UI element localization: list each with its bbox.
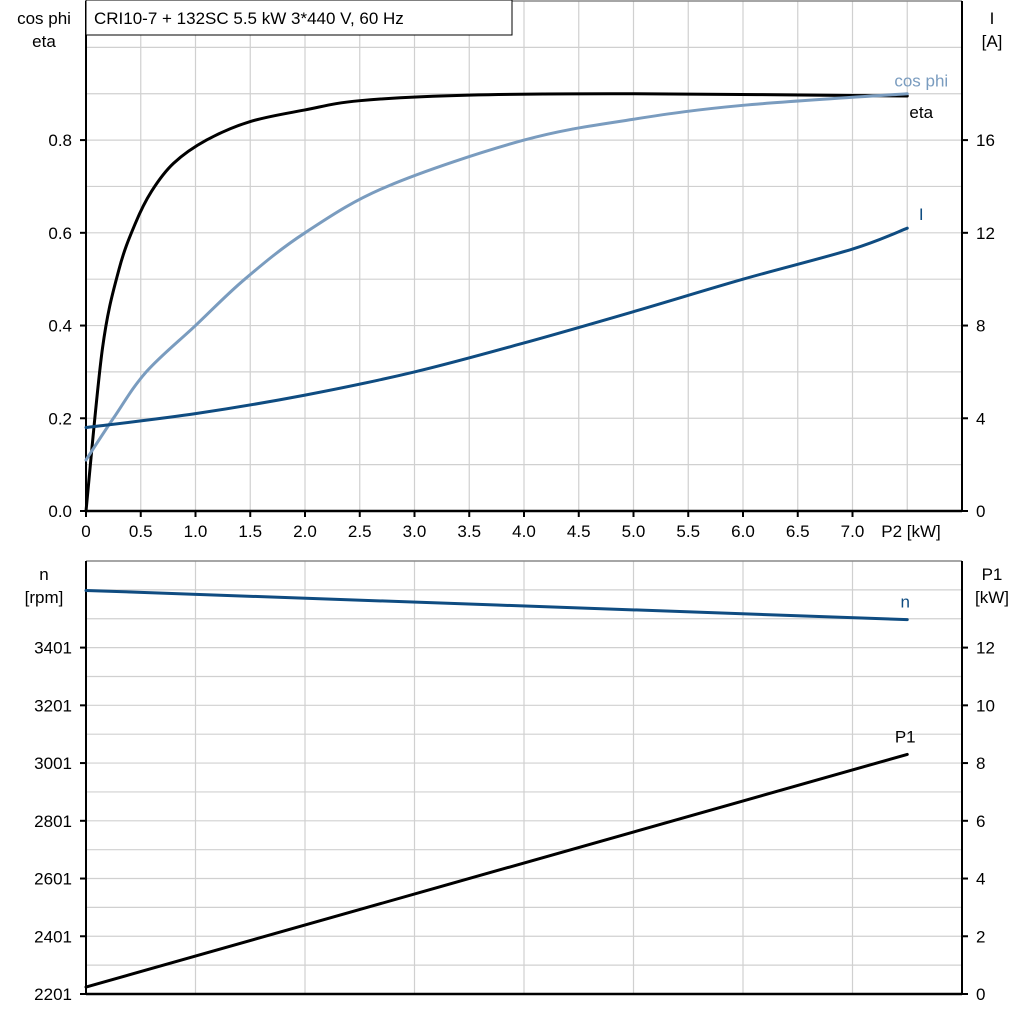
- x-tick-label: 6.5: [786, 522, 810, 541]
- series-label-P1: P1: [895, 727, 916, 746]
- y-tick-label-right: 6: [976, 812, 985, 831]
- series-line-I: [84, 226, 909, 430]
- y-tick-label-right: 0: [976, 985, 985, 1004]
- y-tick-label-right: 12: [976, 224, 995, 243]
- x-tick-label: 7.0: [841, 522, 865, 541]
- y-tick-label-left: 0.6: [48, 224, 72, 243]
- x-tick-label: 2.5: [348, 522, 372, 541]
- y-axis-label-right: I: [990, 9, 995, 28]
- y-tick-label-right: 12: [976, 639, 995, 658]
- y-tick-label-left: 0.2: [48, 409, 72, 428]
- chart-title: CRI10-7 + 132SC 5.5 kW 3*440 V, 60 Hz: [94, 9, 404, 28]
- x-tick-label: 3.0: [403, 522, 427, 541]
- series-label-I: I: [919, 205, 924, 224]
- y-tick-label-right: 8: [976, 317, 985, 336]
- title-box: [85, 0, 513, 36]
- y-tick-label-right: 4: [976, 870, 985, 889]
- series-line-eta: [84, 92, 909, 513]
- x-tick-label: 5.5: [676, 522, 700, 541]
- series-line-n: [84, 588, 909, 622]
- x-tick-label: 3.5: [457, 522, 481, 541]
- series-label-cos-phi: cos phi: [894, 72, 948, 91]
- y-tick-label-left: 0.0: [48, 502, 72, 521]
- x-tick-label: 0: [81, 522, 90, 541]
- y-tick-label-left: 2401: [34, 927, 72, 946]
- y-tick-label-left: 3001: [34, 754, 72, 773]
- x-tick-label: 4.0: [512, 522, 536, 541]
- y-tick-label-right: 8: [976, 754, 985, 773]
- upper-chart: 0.0 0.2 0.4 0.6 0.8 0 4 8 12 16 cos phi eta I [A] eta c…: [17, 0, 1003, 541]
- y-axis-label-left: n: [39, 565, 48, 584]
- y-tick-label-left: 2201: [34, 985, 72, 1004]
- y-tick-label-left: 2801: [34, 812, 72, 831]
- y-axis-label-right: [kW]: [975, 588, 1009, 607]
- x-tick-label: 1.5: [238, 522, 262, 541]
- y-axis-label-left: [rpm]: [25, 588, 64, 607]
- y-axis-label-right: P1: [982, 565, 1003, 584]
- y-tick-label-left: 3201: [34, 696, 72, 715]
- y-tick-label-left: 0.8: [48, 131, 72, 150]
- series-line-P1: [84, 752, 909, 989]
- y-axis-label-right: [A]: [982, 32, 1003, 51]
- y-tick-label-right: 2: [976, 927, 985, 946]
- x-tick-label: 1.0: [184, 522, 208, 541]
- y-tick-label-right: 4: [976, 409, 985, 428]
- y-tick-label-right: 16: [976, 131, 995, 150]
- y-tick-label-right: 10: [976, 696, 995, 715]
- y-axis-label-left: eta: [32, 32, 56, 51]
- lower-chart: 2201 2401 2601 2801 3001 3201 3401 0 2 4 6 8 10 12 n [r…: [25, 560, 1009, 1004]
- x-tick-label: 5.0: [622, 522, 646, 541]
- y-tick-label-left: 2601: [34, 870, 72, 889]
- x-tick-label: 6.0: [731, 522, 755, 541]
- x-tick-label: 2.0: [293, 522, 317, 541]
- x-tick-label: 0.5: [129, 522, 153, 541]
- y-tick-label-left: 3401: [34, 639, 72, 658]
- series-label-eta: eta: [909, 103, 933, 122]
- y-axis-label-left: cos phi: [17, 9, 71, 28]
- x-tick-label: 4.5: [567, 522, 591, 541]
- series-line-cos-phi: [84, 92, 909, 462]
- x-axis-label: P2 [kW]: [881, 522, 941, 541]
- y-tick-label-right: 0: [976, 502, 985, 521]
- y-tick-label-left: 0.4: [48, 317, 72, 336]
- series-label-n: n: [901, 593, 910, 612]
